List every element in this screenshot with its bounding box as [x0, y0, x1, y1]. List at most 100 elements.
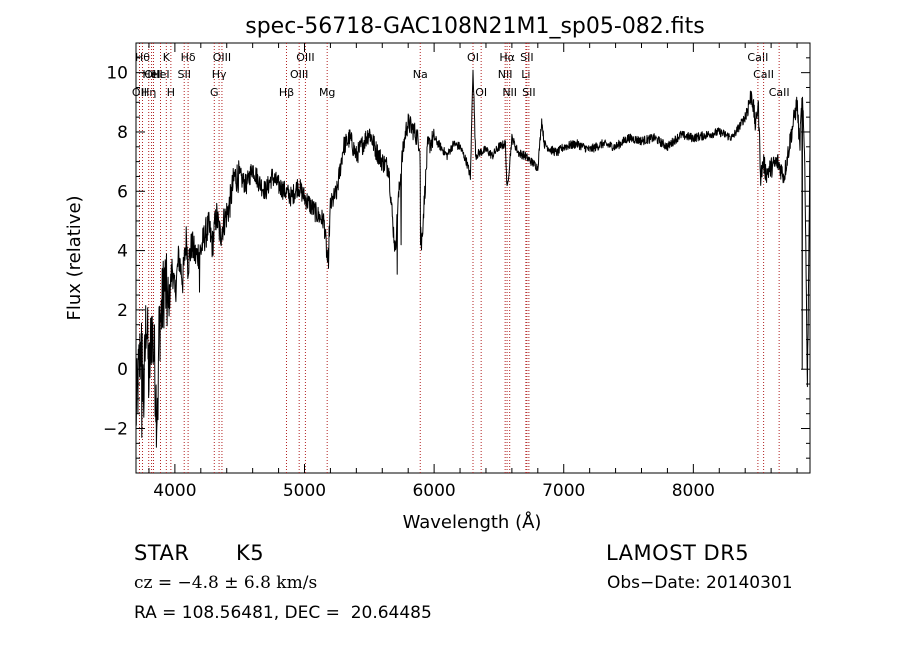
data-point — [246, 185, 247, 186]
data-point — [375, 149, 376, 150]
spectral-line-label: Hγ — [212, 68, 227, 81]
spectral-line-label: G — [210, 86, 219, 99]
data-point — [524, 155, 525, 156]
spectral-line-label: Hθ — [135, 51, 150, 64]
data-point — [777, 161, 778, 162]
data-point — [143, 398, 144, 399]
data-point — [401, 161, 402, 162]
data-point — [224, 220, 225, 221]
y-tick-label: 6 — [117, 182, 128, 202]
data-point — [511, 137, 512, 138]
data-point — [693, 137, 694, 138]
spectral-line-label: CaII — [747, 51, 768, 64]
data-point — [187, 265, 188, 266]
spectrum-line — [135, 69, 811, 448]
data-point — [323, 220, 324, 221]
data-point — [667, 146, 668, 147]
spectral-line-label: Mg — [319, 86, 335, 99]
data-point — [405, 131, 406, 132]
data-point — [531, 161, 532, 162]
data-point — [470, 176, 471, 177]
spectral-line-label: CaII — [753, 68, 774, 81]
axes-layer: 4000 5000 6000 7000 8000 −2 0 2 4 6 8 10 — [103, 42, 810, 501]
data-point — [317, 214, 318, 215]
data-point — [186, 235, 187, 236]
data-point — [804, 161, 805, 162]
spectral-line-label: OIII — [144, 68, 162, 81]
data-point — [297, 185, 298, 186]
data-point — [291, 197, 292, 198]
spectral-lines-layer: OIIHθHηHeIOIIIHeIKHSIIHδGHγOIIIHβOIIIOII… — [132, 43, 790, 473]
spectral-line-label: SII — [177, 68, 190, 81]
data-point — [414, 131, 415, 132]
spectral-line-label: CaII — [769, 86, 790, 99]
y-tick-label: 2 — [117, 301, 128, 321]
redshift-cz: cz = −4.8 ± 6.8 km/s — [134, 573, 318, 593]
data-point — [154, 354, 155, 355]
y-tick-label: 10 — [106, 64, 128, 84]
data-point — [765, 173, 766, 174]
data-point — [239, 176, 240, 177]
data-point — [763, 161, 764, 162]
data-point — [419, 143, 420, 144]
spectral-line-label: K — [163, 51, 171, 64]
data-point — [563, 146, 564, 147]
data-point — [204, 235, 205, 236]
data-point — [327, 265, 328, 266]
data-point — [208, 226, 209, 227]
data-point — [336, 191, 337, 192]
y-axis-label: Flux (relative) — [64, 195, 85, 320]
x-tick-label: 4000 — [153, 481, 196, 501]
plot-frame — [135, 42, 811, 474]
data-point — [615, 146, 616, 147]
data-point — [745, 117, 746, 118]
data-point — [168, 309, 169, 310]
data-point — [537, 167, 538, 168]
data-point — [602, 143, 603, 144]
chart-title: spec-56718-GAC108N21M1_sp05-082.fits — [245, 14, 705, 39]
spectral-line-label: SII — [522, 86, 535, 99]
spectral-line-label: HeI — [151, 68, 169, 81]
data-point — [148, 383, 149, 384]
data-point — [252, 167, 253, 168]
data-point — [506, 191, 507, 192]
data-point — [479, 152, 480, 153]
data-point — [472, 66, 473, 67]
data-point — [259, 182, 260, 183]
data-point — [395, 250, 396, 251]
data-point — [408, 122, 409, 123]
data-point — [576, 143, 577, 144]
spectral-line-label: Na — [413, 68, 428, 81]
x-tick-label: 8000 — [672, 481, 715, 501]
spectral-line-label: SII — [520, 51, 533, 64]
spectral-line-label: Hβ — [279, 86, 294, 99]
x-tick-label: 7000 — [542, 481, 585, 501]
data-point — [146, 309, 147, 310]
data-point — [172, 265, 173, 266]
data-point — [680, 134, 681, 135]
data-point — [349, 137, 350, 138]
y-tick-label: −2 — [103, 420, 128, 440]
data-point — [760, 176, 761, 177]
data-point — [304, 197, 305, 198]
y-tick-label: 8 — [117, 123, 128, 143]
data-point — [498, 146, 499, 147]
spectral-line-label: HeI — [142, 68, 160, 81]
data-point — [541, 120, 542, 121]
data-point — [174, 294, 175, 295]
spectral-line-label: Hη — [141, 86, 156, 99]
data-point — [802, 96, 803, 97]
data-point — [459, 146, 460, 147]
spectral-line-label: Hα — [499, 51, 515, 64]
x-axis-label: Wavelength (Å) — [403, 511, 542, 533]
object-subclass: K5 — [236, 541, 265, 565]
data-point — [550, 149, 551, 150]
y-tick-label: 4 — [117, 242, 128, 262]
data-point — [271, 176, 272, 177]
data-point — [234, 176, 235, 177]
data-point — [518, 152, 519, 153]
data-point — [771, 167, 772, 168]
data-point — [427, 146, 428, 147]
data-point — [544, 143, 545, 144]
data-point — [628, 137, 629, 138]
